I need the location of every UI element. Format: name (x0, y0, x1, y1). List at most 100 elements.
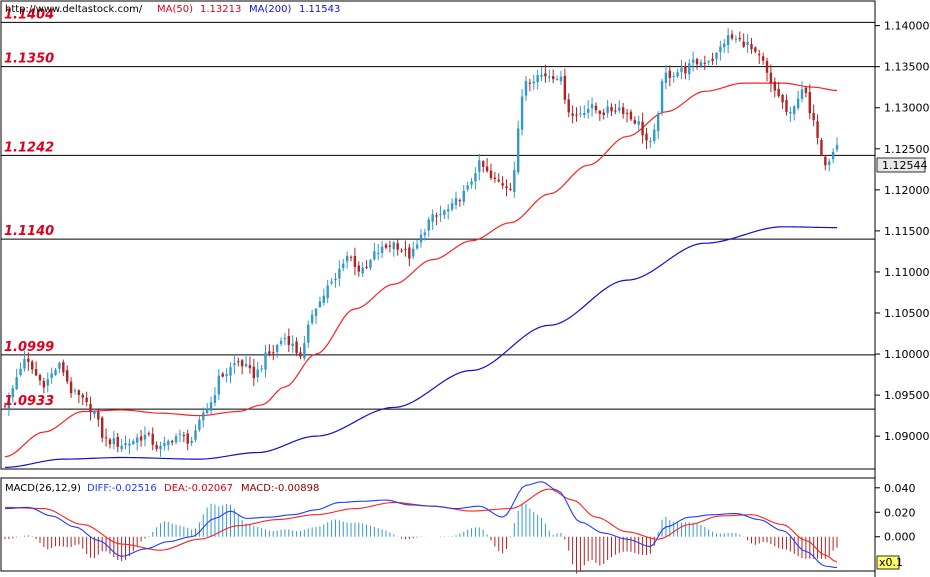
candle-body (691, 59, 695, 63)
candle-body (229, 367, 232, 376)
candle-body (357, 265, 360, 272)
candle-body (314, 308, 318, 317)
candle-body (450, 203, 454, 210)
candle-body (369, 260, 372, 268)
candle-body (458, 200, 462, 202)
last-price-badge (876, 157, 926, 173)
price-axis: 1.14000 1.13500 1.13000 1.12500 1.12000 1.115… (875, 20, 930, 443)
candle-body (466, 185, 469, 190)
candle-body (15, 377, 18, 390)
candle-body (412, 248, 415, 257)
candle-body (653, 129, 656, 142)
candle-body (804, 87, 808, 93)
candle-body (415, 244, 419, 249)
level-label: 1.1350 (4, 52, 54, 67)
candle-body (209, 402, 213, 411)
candle-body (583, 113, 586, 116)
candle-body (501, 183, 504, 186)
candle-body (77, 390, 81, 395)
level-label: 1.1140 (4, 224, 54, 239)
candle-body (128, 443, 131, 446)
candle-body (392, 242, 395, 250)
candle-body (742, 41, 745, 47)
diff-series (4, 481, 838, 569)
candle-body (734, 38, 738, 40)
candle-body (248, 365, 252, 369)
candle-body (97, 411, 100, 420)
ma50-value: 1.13213 (200, 4, 241, 15)
candle-body (116, 436, 119, 447)
candle-body (497, 179, 500, 182)
candle-body (482, 161, 485, 167)
candle-body (307, 324, 310, 343)
candle-body (824, 156, 827, 166)
candle-body (726, 35, 730, 46)
candle-body (812, 112, 815, 121)
ma200-line (4, 226, 838, 468)
candle-body (198, 419, 201, 430)
candle-body (27, 358, 30, 362)
candle-body (190, 440, 193, 443)
candle-body (42, 381, 46, 388)
candle-body (435, 215, 438, 217)
candle-body (645, 133, 648, 141)
candle-body (590, 104, 594, 109)
candle-body (400, 250, 403, 252)
candle-body (540, 74, 543, 77)
candle-body (66, 370, 69, 382)
candle-body (637, 121, 640, 125)
candle-body (186, 433, 189, 444)
candle-body (606, 106, 609, 113)
candle-body (252, 366, 256, 379)
candle-body (555, 78, 559, 80)
candle-body (408, 247, 411, 259)
level-label: 1.1242 (4, 140, 54, 155)
candle-body (54, 369, 57, 375)
macd-axis: 0.040 0.020 0.000 (875, 482, 916, 544)
macd-y-tick-label: 0.000 (884, 531, 916, 544)
candle-body (707, 61, 710, 63)
candle-body (225, 374, 228, 376)
candle-body (746, 41, 749, 46)
level-labels: 1.1404 1.1350 1.1242 1.1140 1.0999 1.0933 (4, 7, 54, 409)
candle-body (820, 140, 823, 156)
candle-body (516, 128, 520, 173)
candle-body (89, 403, 92, 412)
candle-body (170, 440, 174, 443)
candle-body (62, 362, 65, 373)
candle-body (85, 397, 88, 403)
candle-body (384, 244, 388, 248)
candle-body (100, 417, 104, 438)
candle-body (470, 181, 473, 185)
candle-body (571, 113, 574, 116)
y-tick-label: 1.13500 (884, 61, 930, 74)
candle-body (318, 301, 322, 308)
candle-body (835, 145, 839, 150)
y-tick-label: 1.10500 (884, 307, 930, 320)
candle-body (11, 388, 14, 398)
candle-body (520, 96, 524, 130)
candle-body (785, 99, 788, 112)
candle-body (454, 198, 458, 206)
scale-badge-text: x0.1 (879, 556, 903, 569)
candle-body (831, 151, 835, 160)
candle-body (536, 75, 539, 83)
candle-body (598, 110, 602, 114)
macd-y-tick-label: 0.020 (884, 506, 916, 519)
diff-line (4, 481, 838, 569)
candle-body (58, 362, 61, 369)
y-tick-label: 1.12500 (884, 143, 930, 156)
candle-body (217, 375, 221, 395)
candle-body (439, 214, 442, 216)
candle-body (272, 352, 275, 354)
price-panel-frame (0, 0, 876, 470)
candle-body (163, 443, 166, 447)
y-tick-label: 1.11500 (884, 225, 930, 238)
candle-body (275, 344, 279, 352)
y-tick-label: 1.11000 (884, 266, 930, 279)
candle-body (548, 76, 551, 78)
candle-body (237, 361, 240, 363)
candle-body (132, 441, 135, 445)
